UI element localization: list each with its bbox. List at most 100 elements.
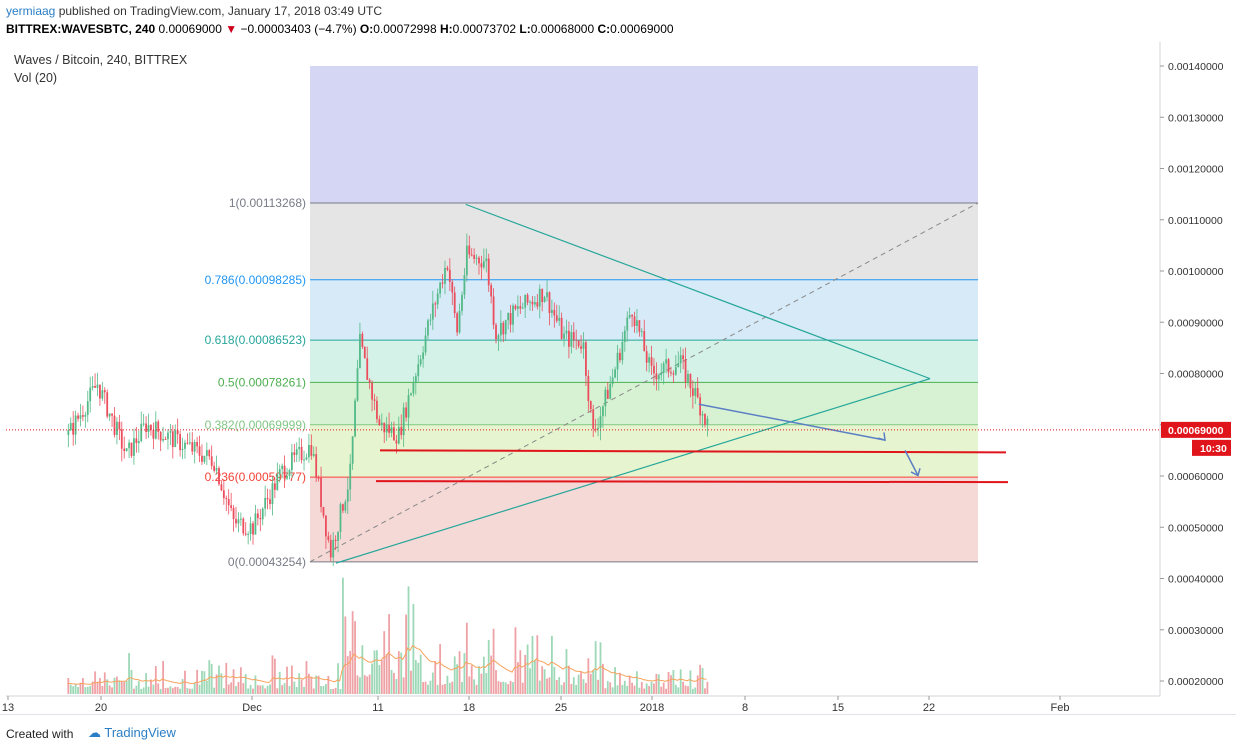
candle-body (453, 292, 456, 314)
volume-bar (232, 669, 235, 694)
volume-bar (660, 686, 663, 694)
volume-bar (444, 683, 446, 694)
volume-bar (499, 682, 502, 694)
candle-body (650, 357, 653, 366)
candle-body (490, 285, 493, 297)
price-tick-label: 0.00060000 (1168, 471, 1224, 483)
volume-bar (405, 614, 407, 694)
candle-body (315, 454, 318, 478)
volume-bar (205, 680, 208, 694)
volume-bar (354, 621, 356, 694)
candle-body (568, 330, 570, 347)
candle-body (188, 442, 191, 444)
volume-bar (665, 688, 668, 694)
volume-bar (677, 687, 680, 694)
candle-body (215, 468, 218, 471)
candle-body (422, 352, 425, 360)
candle-body (461, 294, 463, 311)
candle-body (164, 439, 167, 441)
volume-bar (128, 653, 130, 694)
arrow-head-icon (877, 432, 886, 442)
volume-bar (332, 688, 335, 694)
candle-body (436, 293, 439, 305)
candle-body (125, 448, 128, 452)
candle-body (142, 423, 145, 425)
volume-bar (108, 685, 111, 694)
candle-body (317, 477, 320, 479)
volume-bar (150, 679, 152, 694)
volume-bar (327, 676, 330, 694)
price-chart[interactable]: 1(0.00113268) 0.786(0.00098285) 0.618(0.00… (0, 42, 1236, 714)
close-label: C: (597, 22, 611, 36)
candle-body (154, 421, 157, 439)
candle-body (560, 317, 563, 339)
volume-bar (504, 682, 507, 694)
candle-body (205, 450, 208, 456)
candle-body (691, 388, 694, 396)
candle-body (147, 425, 150, 433)
candle-body (431, 303, 434, 320)
volume-bar (465, 622, 468, 694)
candle-body (130, 442, 133, 456)
volume-bar (388, 614, 390, 694)
candle-body (558, 317, 561, 321)
volume-bar (179, 688, 182, 694)
candle-body (191, 442, 194, 452)
volume-bar (687, 686, 689, 694)
volume-bar (587, 658, 590, 694)
volume-bar (349, 650, 352, 694)
candle-body (327, 536, 330, 540)
publish-text: published on TradingView.com, January 17… (58, 4, 383, 18)
candle-body (67, 430, 70, 435)
volume-bar (244, 674, 247, 694)
tradingview-logo[interactable]: ☁ TradingView (88, 725, 176, 741)
volume-bar (278, 671, 281, 694)
volume-bar (621, 684, 624, 694)
volume-bar (317, 675, 320, 694)
volume-bar (322, 686, 325, 694)
volume-bar (237, 682, 240, 694)
volume-bar (599, 642, 602, 694)
volume-bar (133, 688, 135, 694)
volume-bar (264, 688, 267, 694)
candle-body (351, 436, 354, 464)
author-link[interactable]: yermiaag (6, 4, 56, 18)
volume-bar (242, 683, 245, 694)
volume-bar (397, 651, 400, 694)
volume-bar (315, 675, 318, 694)
volume-bar (201, 670, 203, 694)
candle-body (137, 441, 140, 444)
candle-body (334, 539, 337, 541)
volume-bar (623, 680, 626, 694)
volume-bar (286, 666, 288, 694)
volume-bar (558, 677, 561, 694)
candle-body (419, 359, 422, 365)
time-tick-label: Feb (1051, 702, 1070, 714)
candle-body (665, 359, 668, 364)
volume-bar (604, 688, 607, 694)
volume-bar (706, 681, 709, 694)
volume-bar (519, 650, 522, 694)
candle-body (628, 314, 631, 318)
down-triangle-icon: ▼ (225, 22, 238, 36)
high-value: 0.00073702 (452, 22, 517, 36)
volume-bar (653, 683, 655, 694)
candle-body (458, 310, 461, 333)
candle-body (286, 475, 288, 479)
candle-body (487, 258, 490, 286)
volume-bar (662, 682, 665, 694)
time-tick-label: 22 (923, 702, 935, 714)
volume-bar (111, 687, 113, 694)
time-tick-label: 15 (832, 702, 844, 714)
candle-body (679, 355, 682, 364)
candle-body (290, 452, 293, 471)
candle-body (69, 422, 72, 431)
candle-body (609, 383, 612, 399)
candle-body (463, 275, 466, 295)
candle-body (657, 375, 660, 380)
triangle-upper-line (465, 203, 931, 380)
candle-body (300, 446, 303, 461)
volume-bar (691, 688, 694, 694)
candle-body (235, 519, 237, 524)
candle-body (94, 385, 96, 388)
